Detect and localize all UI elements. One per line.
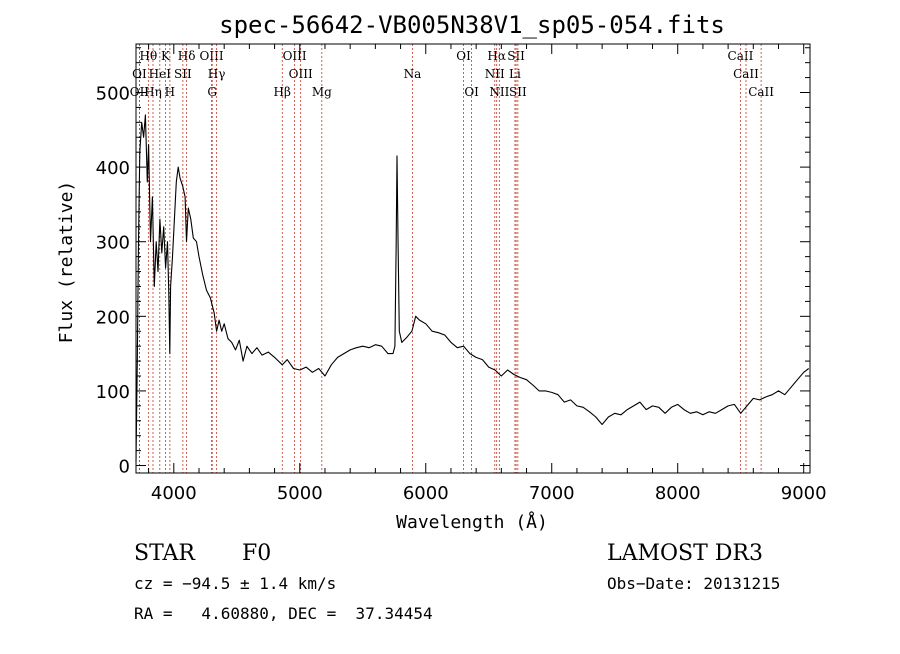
line-marker-label-26: CaII <box>733 67 759 81</box>
y-tick-label-300: 300 <box>96 233 130 254</box>
y-tick-label-400: 400 <box>96 158 130 179</box>
line-marker-label-16: Na <box>404 67 422 81</box>
x-tick-label-6000: 6000 <box>403 483 449 504</box>
line-marker-label-1: OI <box>132 67 147 81</box>
line-marker-label-19: Hα <box>487 49 506 63</box>
x-axis-label: Wavelength (Å) <box>396 511 548 533</box>
spectrum-line-0 <box>135 114 810 462</box>
redshift-text: cz = −94.5 ± 1.4 km/s <box>134 574 336 593</box>
line-marker-label-21: NII <box>489 85 509 99</box>
chart-title: spec-56642-VB005N38V1_sp05-054.fits <box>219 11 725 39</box>
y-tick-label-500: 500 <box>96 83 130 104</box>
line-marker-label-20: NII <box>485 67 505 81</box>
object-subclass: F0 <box>242 541 271 566</box>
line-marker-label-10: Hγ <box>208 67 226 81</box>
line-marker-label-8: Hδ <box>178 49 196 63</box>
object-class: STAR <box>134 541 196 566</box>
line-marker-label-25: CaII <box>728 49 754 63</box>
line-marker-label-27: CaII <box>748 85 774 99</box>
line-marker-label-3: Hη <box>144 85 162 99</box>
x-tick-label-5000: 5000 <box>277 483 323 504</box>
spectrum-series <box>135 114 810 462</box>
y-tick-label-200: 200 <box>96 307 130 328</box>
x-tick-label-7000: 7000 <box>529 483 575 504</box>
line-marker-label-9: OIII <box>200 49 224 63</box>
y-axis-ticks: 0 100 200 300 400 500 <box>96 47 810 478</box>
line-marker-label-23: Li <box>509 67 521 81</box>
coordinates-text: RA = 4.60880, DEC = 37.34454 <box>134 604 433 623</box>
x-tick-label-4000: 4000 <box>151 483 197 504</box>
line-marker-label-11: G <box>207 85 217 99</box>
line-marker-label-17: OI <box>456 49 471 63</box>
line-marker-label-2: Hθ <box>139 49 157 63</box>
x-tick-label-8000: 8000 <box>655 483 701 504</box>
line-marker-label-4: HeI <box>149 67 172 81</box>
plot-frame <box>135 43 811 474</box>
survey-name: LAMOST DR3 <box>607 541 763 566</box>
line-marker-label-15: Mg <box>312 85 332 99</box>
x-axis-ticks: 4000 5000 6000 7000 8000 9000 <box>148 44 827 504</box>
obs-date-text: Obs−Date: 20131215 <box>607 574 780 593</box>
line-marker-label-18: OI <box>464 85 479 99</box>
line-marker-label-14: OIII <box>289 67 313 81</box>
emission-line-markers: OIIOIHθHηHeIKHSIIHδOIIIHγGHβOIIIOIIIMgNa… <box>130 44 774 473</box>
line-marker-label-13: OIII <box>283 49 307 63</box>
line-marker-label-22: SII <box>507 49 525 63</box>
x-tick-label-9000: 9000 <box>781 483 827 504</box>
y-axis-label: Flux (relative) <box>56 181 77 344</box>
y-tick-label-100: 100 <box>96 382 130 403</box>
line-marker-label-5: K <box>161 49 171 63</box>
line-marker-label-6: H <box>165 85 175 99</box>
line-marker-label-12: Hβ <box>274 85 291 99</box>
line-marker-label-7: SII <box>174 67 192 81</box>
line-marker-label-24: SII <box>509 85 527 99</box>
y-tick-label-0: 0 <box>119 457 130 478</box>
